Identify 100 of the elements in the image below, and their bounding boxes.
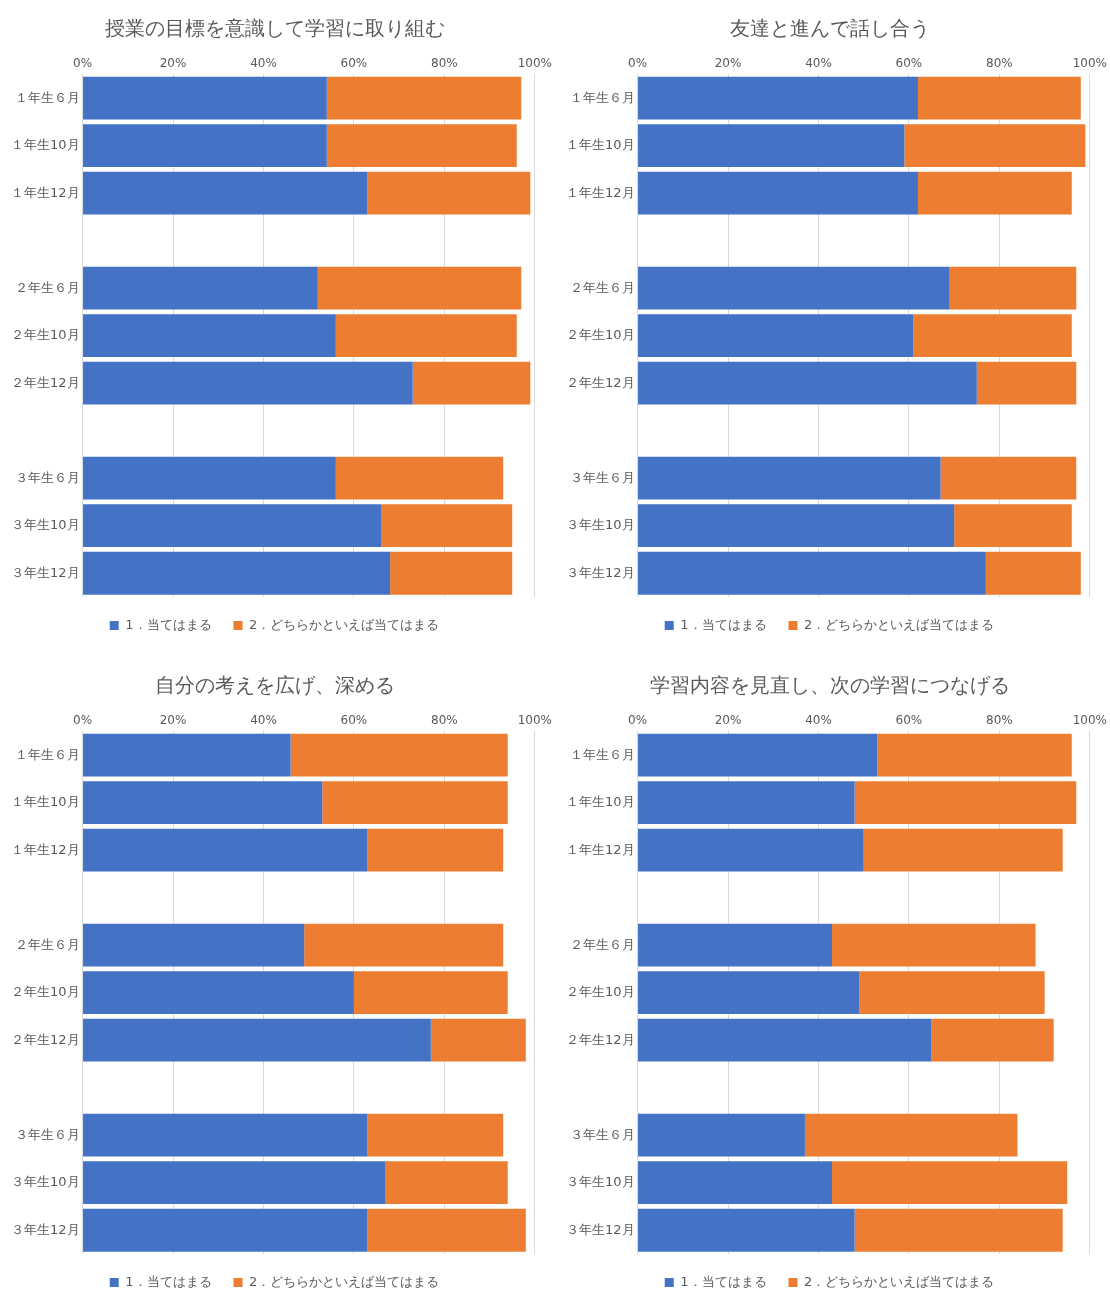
bar bbox=[83, 266, 318, 310]
bar bbox=[638, 1018, 932, 1062]
bar bbox=[859, 971, 1045, 1015]
y-tick-label: ２年生12月 bbox=[566, 374, 635, 390]
bar bbox=[83, 781, 323, 825]
x-tick-label: 100% bbox=[517, 713, 552, 728]
bar bbox=[83, 1161, 386, 1205]
y-tick-label: ３年生12月 bbox=[566, 1221, 635, 1237]
bar bbox=[353, 971, 508, 1015]
y-tick-label: １年生10月 bbox=[566, 137, 635, 153]
bar bbox=[335, 456, 504, 500]
bar bbox=[832, 923, 1036, 967]
bar bbox=[638, 76, 918, 120]
y-tick-label: ２年生12月 bbox=[566, 1031, 635, 1047]
bar bbox=[638, 124, 905, 168]
x-tick-label: 20% bbox=[159, 713, 187, 728]
bar bbox=[83, 456, 336, 500]
bar bbox=[638, 733, 878, 777]
bar bbox=[390, 551, 513, 595]
bar bbox=[638, 266, 950, 310]
chart-title: 学習内容を見直し、次の学習につなげる bbox=[649, 673, 1010, 698]
y-tick-label: １年生12月 bbox=[11, 184, 80, 200]
y-tick-label: １年生12月 bbox=[11, 841, 80, 857]
x-tick-label: 80% bbox=[431, 56, 458, 71]
bar bbox=[985, 551, 1081, 595]
bar bbox=[638, 971, 860, 1015]
bar bbox=[638, 1113, 805, 1157]
bar bbox=[335, 314, 517, 358]
bar bbox=[913, 314, 1072, 358]
x-tick-label: 40% bbox=[805, 713, 832, 728]
bar bbox=[877, 733, 1072, 777]
bar bbox=[917, 171, 1072, 215]
y-tick-label: １年生12月 bbox=[566, 841, 635, 857]
bar bbox=[83, 1113, 368, 1157]
bar bbox=[83, 504, 382, 548]
y-tick-label: １年生10月 bbox=[566, 794, 635, 810]
y-tick-label: １年生10月 bbox=[11, 794, 80, 810]
bar bbox=[83, 76, 327, 120]
legend-label: 1．当てはまる bbox=[680, 616, 767, 632]
legend-label: 2．どちらかといえば当てはまる bbox=[249, 616, 440, 632]
bar bbox=[904, 124, 1086, 168]
bar bbox=[367, 1113, 504, 1157]
bar bbox=[638, 1208, 855, 1252]
y-tick-label: ２年生10月 bbox=[566, 984, 635, 1000]
bar bbox=[83, 361, 413, 405]
bar bbox=[638, 781, 855, 825]
bar bbox=[931, 1018, 1054, 1062]
bar bbox=[430, 1018, 526, 1062]
y-tick-label: ２年生10月 bbox=[11, 984, 80, 1000]
bar bbox=[83, 124, 327, 168]
x-tick-label: 60% bbox=[340, 56, 368, 71]
y-tick-label: １年生６月 bbox=[14, 746, 80, 762]
bar bbox=[83, 733, 291, 777]
y-tick-label: ２年生６月 bbox=[569, 936, 635, 952]
bar bbox=[83, 828, 368, 872]
y-tick-label: ３年生12月 bbox=[11, 564, 80, 580]
x-tick-label: 0% bbox=[73, 56, 93, 71]
x-tick-label: 100% bbox=[1072, 56, 1107, 71]
legend-label: 2．どちらかといえば当てはまる bbox=[804, 616, 995, 632]
y-tick-label: ２年生12月 bbox=[11, 374, 80, 390]
bar bbox=[638, 504, 955, 548]
bar bbox=[804, 1113, 1018, 1157]
bar bbox=[638, 828, 864, 872]
bar bbox=[638, 361, 977, 405]
y-tick-label: １年生６月 bbox=[569, 89, 635, 105]
x-tick-label: 80% bbox=[986, 713, 1013, 728]
x-tick-label: 100% bbox=[517, 56, 552, 71]
x-tick-label: 60% bbox=[340, 713, 368, 728]
y-tick-label: ２年生６月 bbox=[569, 279, 635, 295]
x-tick-label: 20% bbox=[159, 56, 187, 71]
bar bbox=[381, 504, 513, 548]
bar bbox=[367, 828, 504, 872]
bar bbox=[317, 266, 522, 310]
y-tick-label: ３年生６月 bbox=[569, 1126, 635, 1142]
legend-label: 2．どちらかといえば当てはまる bbox=[249, 1273, 440, 1289]
y-tick-label: ２年生12月 bbox=[11, 1031, 80, 1047]
bar bbox=[863, 828, 1063, 872]
bar bbox=[412, 361, 531, 405]
legend-label: 1．当てはまる bbox=[125, 616, 212, 632]
legend-label: 2．どちらかといえば当てはまる bbox=[804, 1273, 995, 1289]
bar bbox=[940, 456, 1077, 500]
y-tick-label: ２年生６月 bbox=[14, 936, 80, 952]
chart-title: 自分の考えを広げ、深める bbox=[154, 673, 395, 698]
bar bbox=[83, 314, 336, 358]
bar bbox=[385, 1161, 508, 1205]
bar bbox=[638, 551, 986, 595]
y-tick-label: ３年生12月 bbox=[11, 1221, 80, 1237]
bar bbox=[638, 456, 941, 500]
bar bbox=[83, 171, 368, 215]
bar bbox=[326, 124, 517, 168]
y-tick-label: ３年生10月 bbox=[566, 517, 635, 533]
chart-title: 授業の目標を意識して学習に取り組む bbox=[104, 16, 445, 41]
x-tick-label: 60% bbox=[895, 713, 923, 728]
legend-label: 1．当てはまる bbox=[680, 1273, 767, 1289]
bar bbox=[954, 504, 1072, 548]
x-tick-label: 40% bbox=[250, 56, 277, 71]
bar bbox=[304, 923, 504, 967]
y-tick-label: ３年生10月 bbox=[11, 1174, 80, 1190]
x-tick-label: 20% bbox=[714, 713, 742, 728]
bar bbox=[638, 1161, 833, 1205]
